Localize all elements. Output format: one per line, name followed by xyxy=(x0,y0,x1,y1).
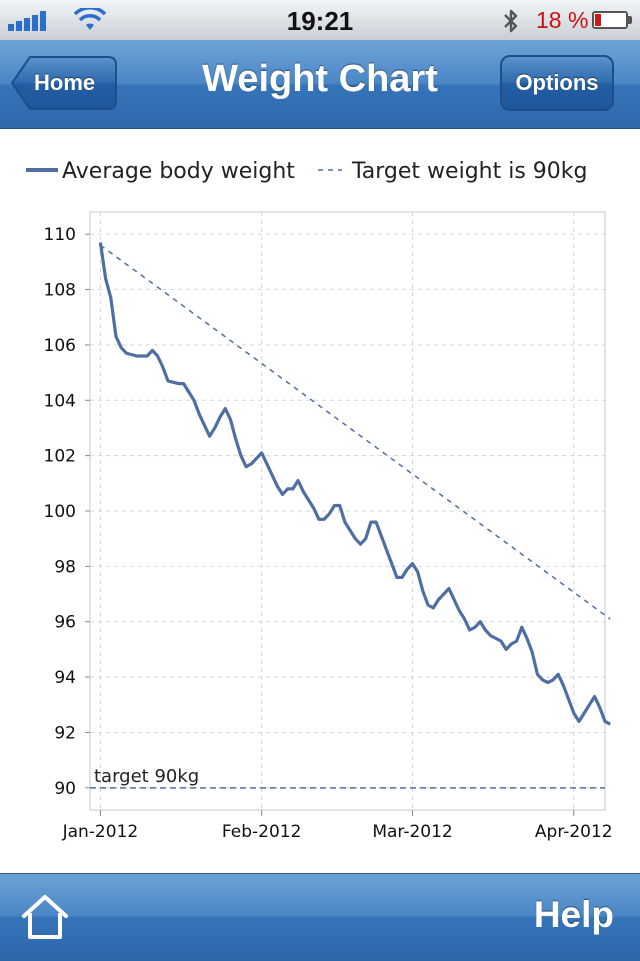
help-button[interactable]: Help xyxy=(533,894,614,935)
bottom-toolbar: Help xyxy=(0,873,640,961)
status-bar: 19:21 18 % xyxy=(0,0,640,41)
x-tick-label: Mar-2012 xyxy=(372,822,452,842)
x-tick-label: Apr-2012 xyxy=(535,822,613,842)
y-tick-label: 104 xyxy=(44,391,76,411)
battery-icon xyxy=(592,11,628,29)
target-annotation-label: target 90kg xyxy=(94,766,199,787)
status-time: 19:21 xyxy=(286,6,354,36)
options-button[interactable]: Options xyxy=(500,55,614,111)
battery-percentage: 18 % xyxy=(536,7,589,33)
home-back-button[interactable]: Home xyxy=(10,55,118,111)
y-tick-label: 102 xyxy=(44,447,76,467)
signal-strength-icon xyxy=(8,11,46,31)
y-tick-label: 100 xyxy=(44,502,76,522)
battery-nub xyxy=(628,16,632,24)
y-tick-label: 92 xyxy=(54,723,76,743)
y-tick-label: 110 xyxy=(44,225,76,245)
wifi-icon xyxy=(74,8,106,30)
home-back-label: Home xyxy=(34,70,96,95)
navigation-bar: Home Weight Chart Options xyxy=(0,40,640,129)
target-weight-series-line xyxy=(99,244,611,620)
y-tick-label: 108 xyxy=(44,281,76,301)
battery-level-fill xyxy=(595,14,601,26)
back-button-shape xyxy=(10,56,117,110)
legend-label-average: Average body weight xyxy=(62,159,295,184)
y-tick-label: 96 xyxy=(54,613,76,633)
y-tick-label: 106 xyxy=(44,336,76,356)
y-tick-label: 90 xyxy=(54,779,76,799)
weight-chart: Average body weight Target weight is 90kg… xyxy=(26,159,613,842)
average-body-weight-series-line xyxy=(98,242,611,726)
y-tick-label: 98 xyxy=(54,557,76,577)
x-tick-label: Jan-2012 xyxy=(62,822,139,842)
bluetooth-icon xyxy=(504,9,518,33)
home-icon[interactable] xyxy=(20,894,70,940)
y-tick-label: 94 xyxy=(54,668,76,688)
x-tick-label: Feb-2012 xyxy=(222,822,302,842)
page-title: Weight Chart xyxy=(202,58,438,100)
legend-label-target: Target weight is 90kg xyxy=(351,159,588,184)
